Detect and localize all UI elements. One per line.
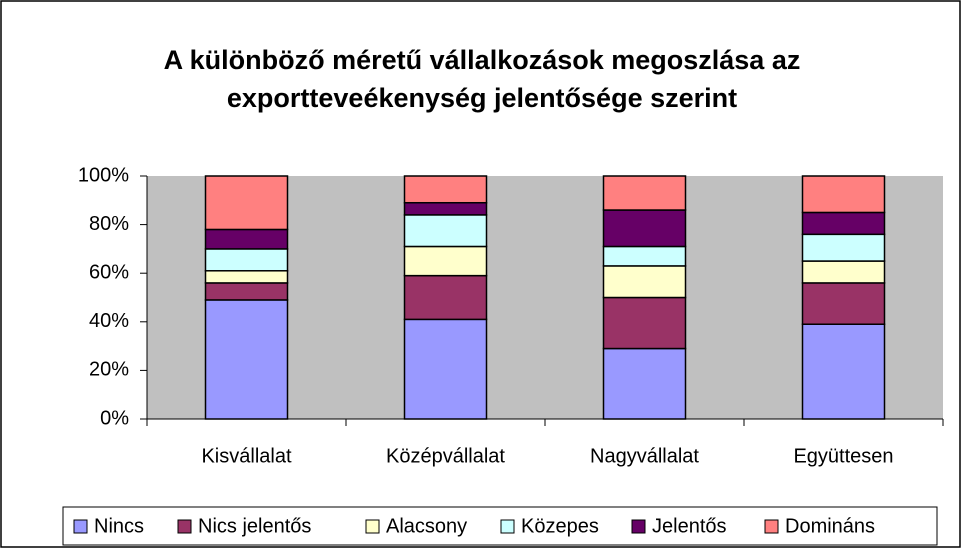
legend-swatch [177, 519, 192, 534]
legend-swatch [500, 519, 515, 534]
y-tick-label: 80% [89, 213, 129, 235]
bar-segment [403, 274, 488, 321]
bar-segment [403, 318, 488, 420]
bar-segment [403, 245, 488, 277]
x-tick-label: Középvállalat [386, 445, 505, 467]
bar-segment [801, 323, 886, 420]
legend-label: Jelentős [652, 515, 727, 537]
y-tick-label: 40% [89, 310, 129, 332]
legend-label: Nics jelentős [198, 515, 311, 537]
bar-segment [602, 245, 687, 267]
bar-segment [801, 175, 886, 214]
bar-segment [403, 201, 488, 216]
legend-label: Alacsony [386, 515, 467, 537]
legend-label: Domináns [785, 515, 875, 537]
legend-swatch [365, 519, 380, 534]
bar-segment [801, 211, 886, 236]
bar-segment [204, 248, 289, 272]
bar-segment [602, 265, 687, 299]
bar-segment [602, 175, 687, 211]
y-tick-label: 0% [100, 407, 129, 429]
legend [62, 506, 938, 546]
bar-segment [204, 228, 289, 250]
y-tick-label: 20% [89, 359, 129, 381]
bar-segment [602, 209, 687, 248]
chart-title: A különböző méretű vállalkozások megoszl… [164, 45, 801, 75]
bar-segment [602, 296, 687, 350]
x-tick-label: Nagyvállalat [590, 445, 699, 467]
y-tick-label: 100% [78, 164, 129, 186]
x-tick-label: Együttesen [793, 445, 893, 467]
legend-swatch [73, 519, 88, 534]
bar-segment [801, 233, 886, 262]
bar-segment [204, 299, 289, 420]
bar-segment [204, 270, 289, 284]
legend-swatch [631, 519, 646, 534]
bar-segment [403, 214, 488, 248]
bar-segment [204, 175, 289, 231]
y-tick-label: 60% [89, 261, 129, 283]
legend-label: Közepes [521, 515, 599, 537]
bar-segment [403, 175, 488, 204]
bar-segment [801, 260, 886, 284]
bar-segment [602, 347, 687, 420]
x-tick-label: Kisvállalat [201, 445, 291, 467]
chart-title: exportteveékenység jelentősége szerint [227, 83, 737, 113]
bar-segment [801, 282, 886, 325]
bar-segment [204, 282, 289, 301]
legend-swatch [764, 519, 779, 534]
legend-label: Nincs [94, 515, 144, 537]
